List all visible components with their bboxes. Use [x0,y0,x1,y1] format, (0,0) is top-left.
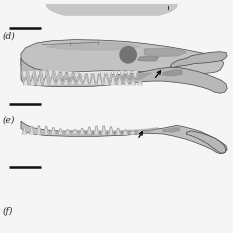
Polygon shape [94,73,98,83]
Polygon shape [133,71,137,77]
Polygon shape [47,5,177,15]
Polygon shape [163,70,182,76]
Polygon shape [68,73,72,77]
Polygon shape [48,71,53,78]
Polygon shape [109,127,113,134]
Polygon shape [77,79,82,84]
Text: (f): (f) [2,206,13,216]
Polygon shape [123,130,127,134]
Polygon shape [74,73,79,79]
Polygon shape [50,77,55,84]
Polygon shape [37,126,41,134]
Polygon shape [130,130,135,134]
Polygon shape [29,72,33,81]
Polygon shape [70,79,75,84]
Polygon shape [186,131,226,153]
Polygon shape [80,128,84,134]
Polygon shape [102,126,106,134]
Polygon shape [43,76,48,85]
Polygon shape [55,72,59,77]
Polygon shape [120,71,124,75]
Polygon shape [22,128,27,134]
Polygon shape [87,127,91,134]
Polygon shape [73,130,77,133]
Polygon shape [100,72,105,81]
Polygon shape [30,126,34,134]
Polygon shape [104,75,109,84]
Polygon shape [44,126,48,134]
Polygon shape [42,128,158,134]
Polygon shape [61,72,66,76]
Polygon shape [94,126,99,134]
Polygon shape [144,48,186,56]
Polygon shape [30,76,35,85]
Polygon shape [111,76,115,85]
Polygon shape [163,128,179,132]
Polygon shape [126,71,131,76]
Polygon shape [58,129,63,133]
Text: (d): (d) [2,32,15,41]
Polygon shape [113,72,118,77]
Text: (e): (e) [2,116,15,125]
Polygon shape [97,76,102,84]
Polygon shape [82,131,128,135]
Polygon shape [21,40,224,75]
Polygon shape [124,79,129,85]
Polygon shape [170,52,227,68]
Polygon shape [66,130,70,133]
Polygon shape [51,73,151,82]
Circle shape [120,47,136,63]
Polygon shape [22,72,27,80]
Polygon shape [47,42,140,50]
Polygon shape [137,81,142,85]
Polygon shape [138,130,142,134]
Polygon shape [35,71,40,81]
Polygon shape [87,73,92,83]
Polygon shape [137,56,158,61]
Polygon shape [84,78,88,84]
Polygon shape [81,73,85,81]
Polygon shape [42,71,46,80]
Polygon shape [116,128,120,134]
Polygon shape [131,80,135,85]
Polygon shape [37,76,41,85]
Polygon shape [90,77,95,84]
Polygon shape [21,121,227,154]
Polygon shape [23,77,28,85]
Polygon shape [107,72,111,79]
Polygon shape [64,79,68,84]
Polygon shape [51,128,55,134]
Polygon shape [57,78,62,84]
Polygon shape [21,58,227,93]
Polygon shape [117,77,122,85]
